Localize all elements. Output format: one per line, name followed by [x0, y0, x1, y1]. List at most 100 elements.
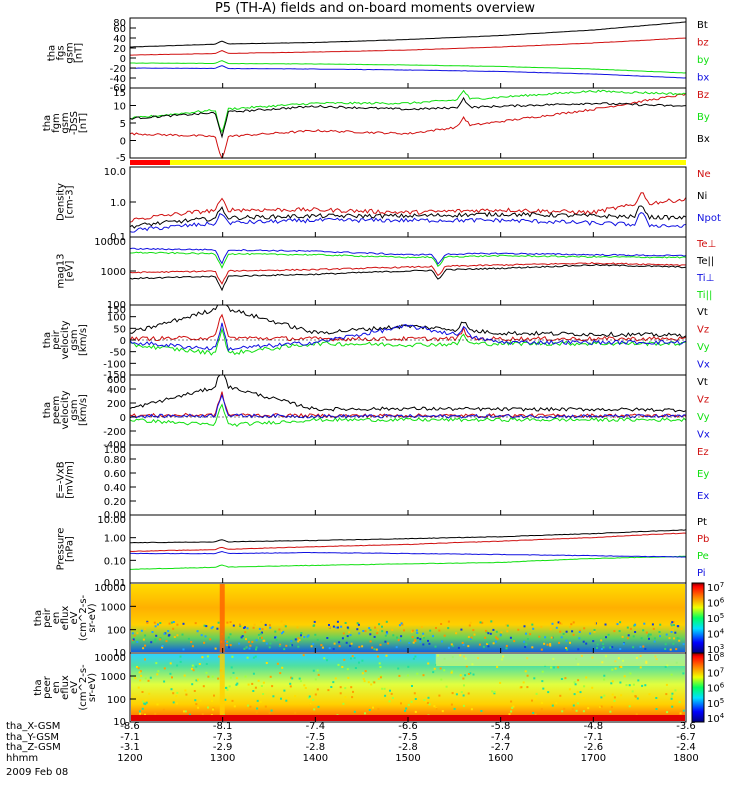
peer-spectrogram-pixel	[195, 665, 198, 668]
peer-spectrogram-pixel	[491, 690, 494, 693]
ylabel-efield-0: E=-VxB	[56, 461, 67, 498]
peer-spectrogram-pixel	[407, 703, 410, 706]
footer-value: -5.8	[490, 721, 511, 732]
peer-spectrogram-pixel	[520, 686, 523, 689]
peir-spectrogram-pixel	[611, 646, 614, 649]
peir-spectrogram-pixel	[490, 620, 493, 623]
peir-spectrogram-pixel	[659, 635, 661, 638]
peer-spectrogram-pixel	[413, 692, 416, 695]
peir-spectrogram-pixel	[651, 623, 654, 626]
peer-spectrogram-pixel	[169, 662, 172, 665]
peir-spectrogram-pixel	[560, 636, 563, 639]
peer-spectrogram-pixel	[573, 693, 576, 696]
peer-spectrogram-pixel	[406, 674, 409, 677]
ytick-peir-1: 100	[107, 313, 126, 324]
peir-spectrogram-pixel	[196, 630, 199, 633]
footer-value: -3.6	[676, 721, 696, 732]
peir-spectrogram-pixel	[337, 626, 339, 629]
footer-row: tha_Z-GSM -3.1 -2.9 -2.8 -2.8 -2.7 -2.6 -2.4	[6, 742, 746, 754]
peir-spectrogram-pixel	[675, 648, 678, 651]
peer-spectrogram-pixel	[670, 673, 673, 676]
peir-spectrogram-pixel	[227, 636, 230, 639]
peer-spectrogram-pixel	[196, 678, 199, 681]
peir-spectrogram-pixel	[154, 640, 157, 643]
footer-value: -7.1	[583, 731, 604, 743]
peer-spectrogram-pixel	[603, 678, 606, 681]
peer-spectrogram-pixel	[179, 655, 182, 658]
peer-spectrogram-pixel	[639, 666, 642, 669]
peer-spectrogram-pixel	[312, 669, 315, 672]
peir-spectrogram-pixel	[565, 647, 568, 649]
peir-spectrogram-pixel	[626, 637, 629, 640]
peir-spectrogram-pixel	[543, 642, 546, 645]
peer-spectrogram-pixel	[372, 706, 374, 709]
ytick-fgs-5: -20	[110, 64, 126, 75]
peir-spectrogram-pixel	[333, 642, 336, 645]
peir-spectrogram-pixel	[344, 622, 347, 624]
ytick-fgs-4: 0	[120, 54, 126, 65]
ytick-temp-0: 10000	[94, 237, 126, 248]
peir-spectrogram-pixel	[364, 630, 367, 633]
peer-spectrogram-pixel	[671, 692, 674, 695]
ylabel-peer_spec-2: en	[51, 681, 62, 694]
peir-spectrogram-pixel	[531, 646, 534, 649]
peir-spectrogram-pixel	[255, 648, 257, 651]
ylabel-peer_spec-6: sr-eV)	[87, 673, 98, 702]
peer-spectrogram-pixel	[373, 681, 376, 684]
peir-spectrogram-pixel	[258, 627, 261, 630]
peir-spectrogram-pixel	[532, 627, 535, 630]
peer-spectrogram-pixel	[257, 679, 260, 682]
peer-spectrogram-pixel	[363, 680, 366, 683]
ylabel-peir_spec-4: eV	[69, 611, 80, 624]
peir-spectrogram-pixel	[349, 634, 352, 637]
peer-spectrogram-pixel	[445, 685, 448, 688]
peir-spectrogram-pixel	[310, 645, 313, 648]
peir-spectrogram-pixel	[525, 643, 528, 646]
peir-spectrogram-pixel	[156, 623, 159, 626]
footer-value: -4.8	[583, 721, 604, 732]
peir-spectrogram-pixel	[381, 625, 383, 628]
peir-spectrogram-pixel	[411, 636, 414, 639]
peir-spectrogram-pixel	[577, 648, 580, 651]
peir-spectrogram-pixel	[540, 625, 543, 628]
footer-value: -6.6	[398, 721, 418, 732]
ytick-density-0: 10.0	[104, 167, 126, 178]
ytick-fgm-1: 10	[113, 102, 126, 113]
peir-spectrogram-pixel	[159, 638, 162, 641]
peir-spectrogram-pixel	[369, 640, 372, 643]
ytick-temp-1: 1000	[101, 267, 126, 278]
peer-spectrogram-pixel	[628, 684, 631, 687]
ytick-fgs-0: 80	[113, 18, 126, 29]
peir-spectrogram-pixel	[416, 632, 419, 634]
peer-spectrogram-pixel	[235, 677, 238, 680]
peer-spectrogram-pixel	[511, 706, 514, 709]
series-2-2	[129, 212, 687, 233]
peir-spectrogram-pixel	[297, 640, 300, 643]
legend-fgs-0: Bt	[697, 20, 708, 31]
peir-spectrogram-pixel	[632, 646, 635, 649]
peir-spectrogram-pixel	[140, 629, 143, 632]
peir-spectrogram-pixel	[592, 640, 595, 643]
peer-spectrogram-pixel	[526, 674, 529, 677]
peer-spectrogram-pixel	[350, 657, 352, 660]
peer-spectrogram-pixel	[564, 677, 567, 680]
peer-spectrogram-pixel	[522, 681, 525, 684]
peir-spectrogram-pixel	[400, 635, 403, 638]
peir-spectrogram-pixel	[142, 638, 145, 641]
peir-spectrogram-pixel	[241, 635, 244, 638]
series-1-1	[130, 89, 687, 134]
peir-spectrogram-pixel	[495, 630, 498, 633]
ytick-peir-5: -100	[103, 359, 126, 370]
ytick-efield-3: 0.40	[104, 483, 126, 494]
peir-spectrogram-pixel	[209, 638, 212, 641]
peir-spectrogram-pixel	[422, 643, 425, 646]
ylabel-peem-3: gsm	[69, 399, 80, 420]
peir-spectrogram-pixel	[172, 621, 175, 623]
peir-spectrogram-pixel	[485, 629, 487, 632]
peer-spectrogram-pixel	[563, 707, 566, 710]
peir-spectrogram-pixel	[332, 625, 335, 628]
ytick-peer_spec-0: 10000	[94, 653, 126, 664]
peir-spectrogram-pixel	[252, 626, 255, 629]
peir-spectrogram-pixel	[226, 641, 228, 644]
peer-spectrogram-pixel	[307, 696, 310, 699]
